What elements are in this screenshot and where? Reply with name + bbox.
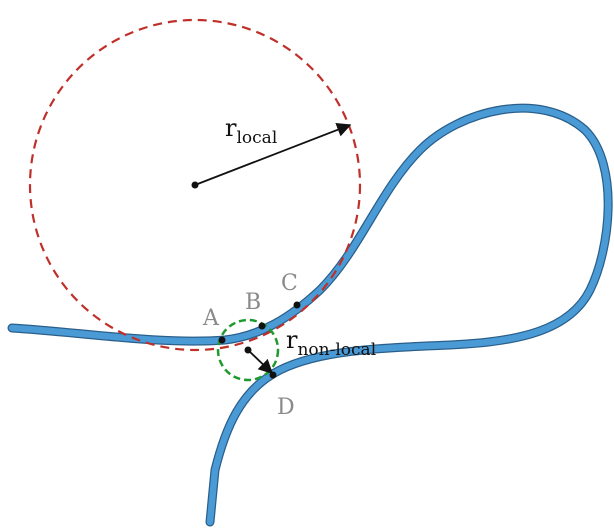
radius-symbol: r: [225, 114, 237, 142]
center-dot: [244, 346, 252, 354]
radius-label: rnon-local: [286, 326, 376, 360]
point-dot: [218, 336, 226, 344]
point-dot: [258, 322, 266, 330]
point-label: A: [202, 306, 220, 331]
curve: [8, 104, 612, 526]
point-dot: [269, 371, 277, 379]
radius-symbol: r: [286, 326, 298, 354]
center-dot: [191, 181, 199, 189]
point-label: D: [277, 395, 295, 420]
local-circle: [28, 18, 362, 352]
radius-label: rlocal: [225, 114, 277, 148]
radius-subscript: local: [236, 128, 277, 148]
nonlocal-radius-arrow: [247, 349, 274, 374]
point-dot: [293, 301, 301, 309]
radius-subscript: non-local: [297, 340, 376, 360]
point-label: B: [245, 290, 261, 315]
local-radius-arrow: [194, 122, 352, 186]
curve-outline: [7, 103, 613, 527]
point-label: C: [281, 271, 298, 296]
nonlocal-circle: [216, 318, 280, 382]
